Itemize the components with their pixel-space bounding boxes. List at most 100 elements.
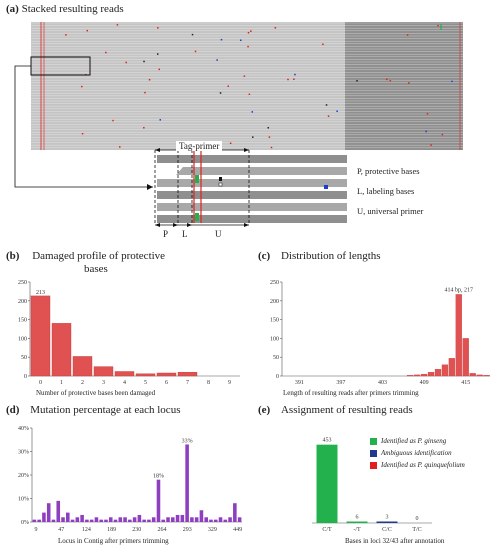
read-mismatch-dot (116, 24, 119, 26)
tag-primer-label: Tag-primer (176, 141, 223, 151)
reads-stack-dark-region (345, 22, 463, 150)
chart-d-x-tick-label: 449 (233, 527, 242, 533)
read-mismatch-dot (227, 85, 229, 87)
legend-swatch-navy (370, 449, 377, 457)
segment-arrow-left (155, 223, 160, 227)
panel-e-legend: Identified as P. ginseng Ambiguous ident… (370, 437, 465, 469)
chart-d-bar (209, 519, 213, 522)
detail-read-4 (157, 191, 347, 199)
chart-b-bar (72, 356, 93, 377)
chart-d-bar (108, 517, 113, 522)
read-mismatch-dot (219, 92, 222, 94)
chart-d-bar (194, 517, 199, 522)
chart-b-x-tick-label: 5 (144, 380, 147, 385)
chart-c-y-tick-label: 50 (273, 355, 279, 361)
chart-b-y-tick-label: 100 (18, 336, 27, 342)
read-mismatch-dot (220, 38, 223, 41)
chart-b-bar (93, 366, 114, 377)
chart-d-y-tick-label: 40% (18, 426, 29, 432)
detail-read-5 (157, 203, 347, 211)
read-mismatch-dot (239, 39, 242, 42)
chart-c-x-tick-label: 391 (295, 380, 304, 385)
chart-c-bar (469, 373, 476, 377)
chart-d-bar (51, 519, 56, 522)
read-mismatch-dot (356, 79, 358, 82)
legend-label-ambiguous: Ambiguous identification (381, 449, 452, 457)
chart-c-bar (455, 294, 462, 377)
detail-read-2 (157, 167, 347, 175)
read-mismatch-dot (119, 146, 121, 148)
panel-c-letter: (c) (258, 250, 271, 262)
chart-d-annotation-18: 18% (153, 474, 164, 480)
chart-c-x-tick-label: 409 (420, 380, 429, 385)
chart-e-data-label: 0 (416, 516, 419, 522)
chart-d-bar (46, 503, 51, 522)
panel-d-heading: (d) Mutation percentage at each locus (6, 404, 180, 416)
chart-b-x-tick-label: 6 (165, 380, 168, 385)
panel-a-letter: (a) (6, 3, 19, 15)
panel-e-title: Assignment of resulting reads (280, 404, 413, 416)
read-mismatch-dot (143, 60, 145, 63)
read-mismatch-dot (248, 93, 251, 96)
chart-b-x-tick-label: 8 (207, 380, 210, 385)
chart-d-bar (75, 517, 80, 522)
segment-arrow-l-end (187, 223, 192, 227)
read-mismatch-dot (327, 115, 330, 117)
detail-read-1 (157, 155, 347, 163)
read-mismatch-dot (144, 91, 146, 94)
chart-e-bar (316, 444, 338, 523)
chart-d-bar (180, 514, 185, 522)
chart-d-bar (213, 519, 218, 522)
chart-d-y-tick-label: 20% (18, 473, 29, 479)
detail-black-base (219, 177, 222, 181)
chart-b: 0 50 100 150 200 250 0 213 1 2 3 4 5 6 7 8 9 (18, 280, 240, 385)
zoom-arrow-head (147, 184, 153, 190)
read-mismatch-dot (81, 132, 84, 135)
read-mismatch-dot (441, 133, 444, 136)
chart-d-bar (113, 519, 118, 522)
chart-b-bar (114, 371, 135, 377)
panel-a-title: Stacked resulting reads (21, 3, 124, 15)
read-mismatch-dot (250, 30, 252, 32)
chart-d-bar (223, 519, 228, 522)
chart-c-y-tick-label: 100 (270, 336, 279, 342)
chart-e-xlabel: Bases in loci 32/43 after annotation (345, 537, 445, 545)
read-mismatch-dot (430, 144, 432, 146)
chart-b-bar (51, 323, 72, 377)
detail-read-6 (157, 215, 347, 223)
chart-c-bar (448, 358, 455, 377)
chart-d-bar (132, 517, 137, 522)
chart-d-x-tick-label: 189 (107, 527, 116, 533)
chart-d-x-tick-label: 264 (158, 527, 167, 533)
segment-arrow-p-end (173, 223, 178, 227)
chart-d-xlabel: Locus in Contig after primers trimming (58, 537, 169, 545)
panel-a-heading: (a) Stacked resulting reads (6, 3, 124, 15)
read-mismatch-dot (247, 31, 250, 34)
chart-c: 0 50 100 150 200 250 391 397 403 409 415 414 bp, 21… (270, 280, 490, 385)
chart-b-bar (30, 295, 51, 377)
chart-c-xlabel: Length of resulting reads after primers … (283, 389, 419, 397)
zoom-detail (154, 148, 347, 227)
read-mismatch-dot (125, 61, 127, 64)
chart-d-bar (190, 517, 194, 522)
chart-d-bar (151, 517, 156, 522)
chart-d-bar (56, 500, 61, 522)
chart-b-x-tick-label: 0 (39, 380, 42, 385)
chart-d-x-tick-label: 47 (58, 527, 64, 533)
read-mismatch-dot (158, 68, 161, 71)
read-mismatch-dot (105, 51, 107, 54)
chart-d-x-tick-label: 293 (183, 527, 192, 533)
chart-d-bar (175, 514, 180, 522)
read-mismatch-dot (270, 146, 273, 149)
chart-d-bar (128, 519, 132, 522)
chart-e-data-label: 453 (323, 438, 332, 444)
chart-c-x-tick-label: 403 (378, 380, 387, 385)
chart-d-bar (142, 519, 146, 522)
read-mismatch-dot (81, 85, 83, 88)
chart-d-bar (166, 517, 170, 522)
chart-d-bar (104, 519, 108, 522)
chart-d-bar (161, 519, 166, 522)
chart-d-y-tick-label: 0% (21, 520, 29, 526)
chart-b-bar (135, 373, 156, 377)
read-mismatch-dot (425, 130, 427, 133)
